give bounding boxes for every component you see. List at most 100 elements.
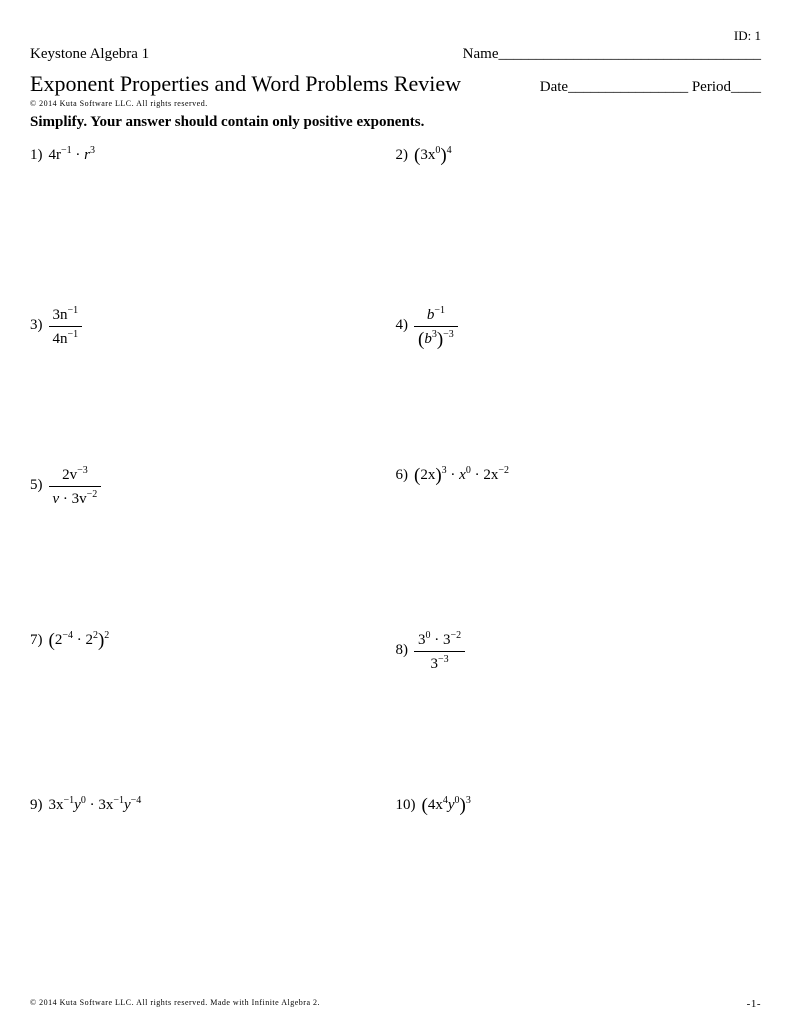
term: 4n xyxy=(53,331,68,347)
numerator: 3n−1 xyxy=(49,305,83,327)
denominator: v · 3v−2 xyxy=(49,487,102,508)
page-number: -1- xyxy=(747,998,761,1010)
problems-container: 1) 4r−1 · r3 2) (3x0)4 3) 3n−1 4n−1 4) xyxy=(30,145,761,915)
problem-expression: 2v−3 v · 3v−2 xyxy=(49,465,102,508)
copyright-line: © 2014 Kuta Software LLC. All rights res… xyxy=(30,99,761,108)
exponent: −4 xyxy=(62,630,73,641)
header-row-1: Keystone Algebra 1 Name_________________… xyxy=(30,46,761,63)
problem-4: 4) b−1 (b3)−3 xyxy=(396,305,762,465)
term: 4x xyxy=(428,797,443,813)
problem-row: 1) 4r−1 · r3 2) (3x0)4 xyxy=(30,145,761,305)
dot: · xyxy=(471,467,484,483)
numerator: 30 · 3−2 xyxy=(414,630,465,652)
exponent: 2 xyxy=(104,630,109,641)
fraction: b−1 (b3)−3 xyxy=(414,305,458,351)
exponent: −1 xyxy=(434,305,445,316)
problem-6: 6) (2x)3 · x0 · 2x−2 xyxy=(396,465,762,630)
problem-1: 1) 4r−1 · r3 xyxy=(30,145,396,305)
problem-3: 3) 3n−1 4n−1 xyxy=(30,305,396,465)
footer: © 2014 Kuta Software LLC. All rights res… xyxy=(30,998,761,1010)
dot: · xyxy=(59,491,72,507)
period-field-label: Period____ xyxy=(692,79,761,95)
problem-number: 3) xyxy=(30,315,43,336)
dot: · xyxy=(431,632,444,648)
problem-number: 5) xyxy=(30,475,43,496)
dot: · xyxy=(72,147,85,163)
term: 3x xyxy=(98,797,113,813)
problem-8: 8) 30 · 3−2 3−3 xyxy=(396,630,762,795)
term: 3 xyxy=(418,632,426,648)
term: 3x xyxy=(49,797,64,813)
date-period-fields: Date________________ Period____ xyxy=(540,79,761,96)
term: 2x xyxy=(483,467,498,483)
term: 2x xyxy=(420,467,435,483)
term: 3x xyxy=(420,147,435,163)
numerator: 2v−3 xyxy=(49,465,102,487)
denominator: 3−3 xyxy=(414,652,465,673)
term: 3 xyxy=(443,632,451,648)
fraction: 30 · 3−2 3−3 xyxy=(414,630,465,673)
exponent: −1 xyxy=(68,305,79,316)
term: y xyxy=(448,797,455,813)
term: 3 xyxy=(431,656,439,672)
course-name: Keystone Algebra 1 xyxy=(30,46,149,63)
exponent: −1 xyxy=(61,145,72,156)
problem-2: 2) (3x0)4 xyxy=(396,145,762,305)
problem-10: 10) (4x4y0)3 xyxy=(396,795,762,915)
exponent: −3 xyxy=(438,654,449,665)
term: b xyxy=(424,331,432,347)
term: 4r xyxy=(49,147,62,163)
exponent: −1 xyxy=(68,329,79,340)
problem-number: 10) xyxy=(396,795,416,816)
problem-number: 9) xyxy=(30,795,43,816)
exponent: −1 xyxy=(64,795,75,806)
term: x xyxy=(459,467,466,483)
term: 2v xyxy=(62,467,77,483)
problem-number: 8) xyxy=(396,640,409,661)
instructions: Simplify. Your answer should contain onl… xyxy=(30,114,761,131)
problem-expression: (4x4y0)3 xyxy=(422,795,471,817)
problem-9: 9) 3x−1y0 · 3x−1y−4 xyxy=(30,795,396,915)
problem-expression: 3n−1 4n−1 xyxy=(49,305,83,348)
exponent: −3 xyxy=(77,465,88,476)
dot: · xyxy=(86,797,99,813)
problem-row: 5) 2v−3 v · 3v−2 6) (2x)3 · x0 · 2x−2 xyxy=(30,465,761,630)
exponent: −4 xyxy=(131,795,142,806)
date-field-label: Date________________ xyxy=(540,79,688,95)
exponent: −2 xyxy=(87,489,98,500)
problem-7: 7) (2−4 · 22)2 xyxy=(30,630,396,795)
term: 2 xyxy=(85,632,93,648)
exponent: −2 xyxy=(498,465,509,476)
problem-row: 7) (2−4 · 22)2 8) 30 · 3−2 3−3 xyxy=(30,630,761,795)
title-row: Exponent Properties and Word Problems Re… xyxy=(30,71,761,97)
exponent: −2 xyxy=(451,630,462,641)
problem-expression: 3x−1y0 · 3x−1y−4 xyxy=(49,795,142,814)
numerator: b−1 xyxy=(414,305,458,327)
problem-row: 9) 3x−1y0 · 3x−1y−4 10) (4x4y0)3 xyxy=(30,795,761,915)
problem-expression: b−1 (b3)−3 xyxy=(414,305,458,351)
problem-expression: (2x)3 · x0 · 2x−2 xyxy=(414,465,509,487)
problem-number: 6) xyxy=(396,465,409,486)
worksheet-title: Exponent Properties and Word Problems Re… xyxy=(30,71,461,97)
denominator: 4n−1 xyxy=(49,327,83,348)
exponent: 3 xyxy=(466,795,471,806)
dot: · xyxy=(447,467,460,483)
exponent: 3 xyxy=(90,145,95,156)
dot: · xyxy=(73,632,86,648)
exponent: −3 xyxy=(443,329,454,340)
problem-number: 2) xyxy=(396,145,409,166)
denominator: (b3)−3 xyxy=(414,327,458,351)
problem-expression: (3x0)4 xyxy=(414,145,452,167)
problem-5: 5) 2v−3 v · 3v−2 xyxy=(30,465,396,630)
problem-number: 7) xyxy=(30,630,43,651)
term: y xyxy=(124,797,131,813)
fraction: 3n−1 4n−1 xyxy=(49,305,83,348)
exponent: 4 xyxy=(447,145,452,156)
footer-copyright: © 2014 Kuta Software LLC. All rights res… xyxy=(30,998,320,1010)
problem-expression: (2−4 · 22)2 xyxy=(49,630,110,652)
problem-expression: 4r−1 · r3 xyxy=(49,145,95,164)
term: 3v xyxy=(72,491,87,507)
term: 3n xyxy=(53,307,68,323)
worksheet-id: ID: 1 xyxy=(30,28,761,44)
problem-row: 3) 3n−1 4n−1 4) b−1 (b3)−3 xyxy=(30,305,761,465)
